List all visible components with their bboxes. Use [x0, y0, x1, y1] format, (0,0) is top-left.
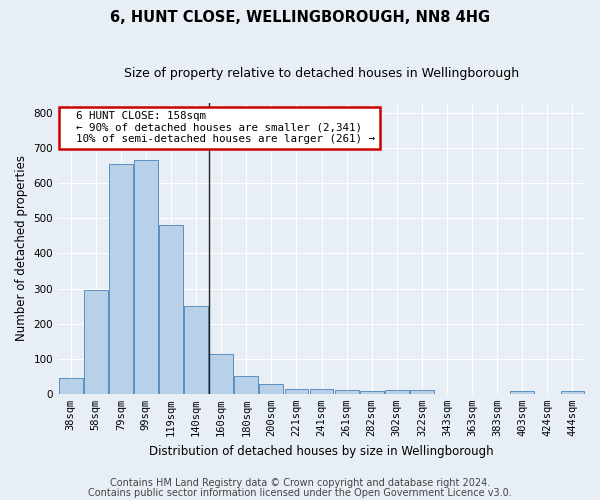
Title: Size of property relative to detached houses in Wellingborough: Size of property relative to detached ho… — [124, 68, 519, 80]
X-axis label: Distribution of detached houses by size in Wellingborough: Distribution of detached houses by size … — [149, 444, 494, 458]
Bar — [310, 388, 334, 394]
Y-axis label: Number of detached properties: Number of detached properties — [15, 155, 28, 341]
Bar — [109, 164, 133, 394]
Bar — [235, 376, 258, 394]
Bar — [259, 384, 283, 394]
Bar — [59, 378, 83, 394]
Bar — [560, 391, 584, 394]
Bar — [284, 388, 308, 394]
Bar — [511, 391, 534, 394]
Text: 6, HUNT CLOSE, WELLINGBOROUGH, NN8 4HG: 6, HUNT CLOSE, WELLINGBOROUGH, NN8 4HG — [110, 10, 490, 25]
Bar — [209, 354, 233, 394]
Bar — [84, 290, 107, 394]
Bar — [410, 390, 434, 394]
Text: Contains HM Land Registry data © Crown copyright and database right 2024.: Contains HM Land Registry data © Crown c… — [110, 478, 490, 488]
Text: 6 HUNT CLOSE: 158sqm
  ← 90% of detached houses are smaller (2,341)
  10% of sem: 6 HUNT CLOSE: 158sqm ← 90% of detached h… — [64, 111, 376, 144]
Bar — [360, 391, 383, 394]
Bar — [184, 306, 208, 394]
Bar — [159, 226, 183, 394]
Bar — [385, 390, 409, 394]
Text: Contains public sector information licensed under the Open Government Licence v3: Contains public sector information licen… — [88, 488, 512, 498]
Bar — [335, 390, 359, 394]
Bar — [134, 160, 158, 394]
